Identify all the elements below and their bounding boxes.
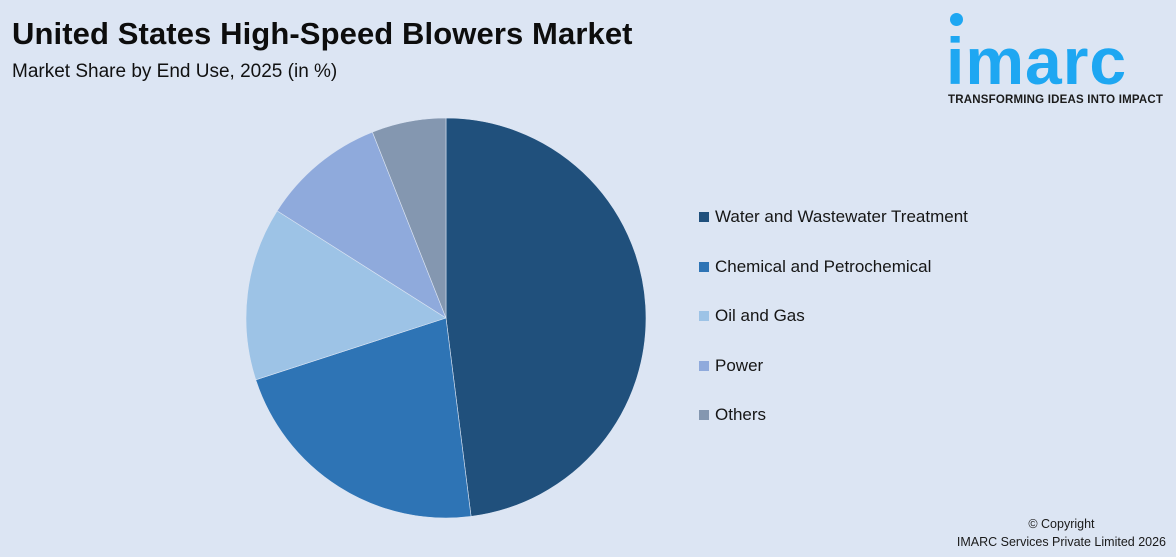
copyright-line-1: © Copyright [1028, 517, 1095, 531]
chart-title: United States High-Speed Blowers Market [12, 16, 633, 51]
copyright-notice: © Copyright IMARC Services Private Limit… [957, 515, 1166, 551]
legend-item: Chemical and Petrochemical [699, 255, 968, 279]
pie-slice-others [371, 117, 447, 319]
legend-label: Chemical and Petrochemical [715, 256, 932, 276]
chart-subtitle: Market Share by End Use, 2025 (in %) [12, 61, 338, 82]
legend-item: Others [699, 403, 968, 427]
legend-item: Oil and Gas [699, 304, 968, 328]
legend-item: Power [699, 354, 968, 378]
pie-slice-oil-and-gas [245, 210, 447, 381]
pie-chart [245, 117, 647, 519]
logo-wordmark: imarc [946, 24, 1128, 98]
logo-tagline: TRANSFORMING IDEAS INTO IMPACT [948, 94, 1164, 106]
legend-swatch-icon [699, 212, 709, 222]
pie-slice-chemical-and-petrochemical [255, 317, 472, 519]
legend-swatch-icon [699, 410, 709, 420]
pie-slice-water-and-wastewater-treatment [445, 117, 647, 517]
legend-label: Others [715, 405, 767, 424]
legend-item: Water and Wastewater Treatment [699, 205, 968, 229]
chart-legend: Water and Wastewater Treatment Chemical a… [699, 205, 968, 453]
legend-label: Water and Wastewater Treatment [715, 207, 968, 226]
legend-swatch-icon [699, 261, 709, 272]
legend-label: Oil and Gas [715, 306, 805, 325]
copyright-line-2: IMARC Services Private Limited 2026 [956, 535, 1166, 549]
logo-dot-icon [950, 13, 963, 26]
legend-swatch-icon [699, 360, 709, 371]
imarc-logo: imarc TRANSFORMING IDEAS INTO IMPACT [946, 10, 1172, 110]
legend-swatch-icon [699, 311, 709, 321]
legend-label: Power [715, 355, 764, 375]
pie-slice-power [276, 131, 447, 319]
